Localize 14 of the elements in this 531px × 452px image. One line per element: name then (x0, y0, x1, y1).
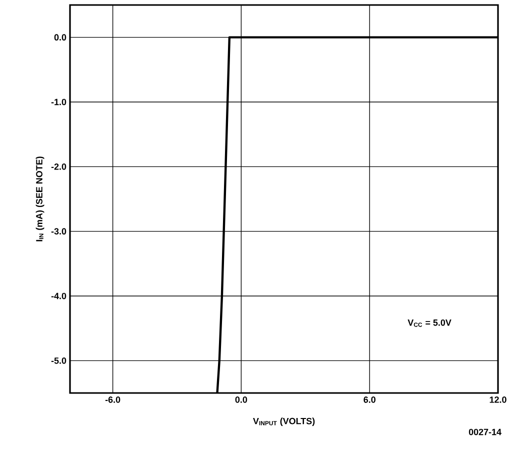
y-tick-label: -2.0 (51, 163, 66, 170)
y-tick-label: -5.0 (51, 357, 66, 364)
annotation: V$_{CC}$ = 5.0V (408, 319, 452, 327)
y-tick-label: 0.0 (54, 34, 66, 41)
x-tick-label: 0.0 (235, 396, 248, 403)
x-tick-label: -6.0 (105, 396, 120, 403)
y-axis-title: I$_{IN}$ (mA) (SEE NOTE) (36, 156, 44, 242)
x-axis-title: V$_{INPUT}$ (VOLTS) (253, 418, 315, 426)
text: 0027-14 (468, 428, 502, 436)
y-tick-label: -1.0 (51, 98, 66, 106)
y-tick-label: -3.0 (51, 228, 66, 235)
x-tick-label: 12.0 (490, 396, 506, 403)
x-tick-label: 6.0 (364, 396, 376, 403)
y-tick-label: -4.0 (51, 292, 66, 300)
